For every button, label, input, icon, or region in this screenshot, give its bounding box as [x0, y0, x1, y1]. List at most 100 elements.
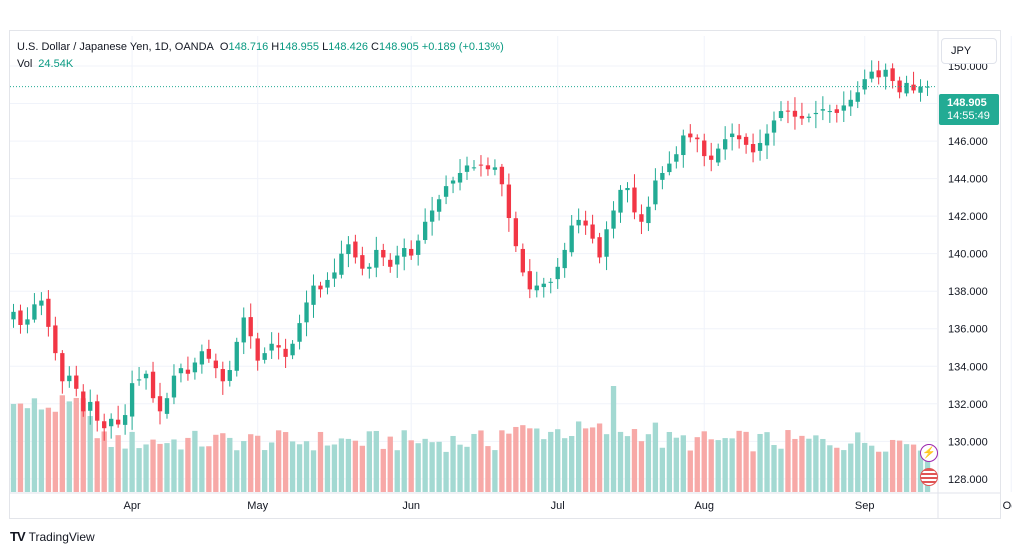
candle-body	[485, 165, 491, 170]
volume-bar	[896, 440, 903, 492]
volume-bar	[108, 446, 114, 492]
volume-bar	[24, 408, 31, 492]
chart-frame[interactable]	[9, 30, 1001, 519]
y-tick-label: 128.000	[948, 474, 988, 486]
volume-bar	[882, 451, 889, 492]
candle-body	[360, 255, 365, 269]
volume-bar	[631, 429, 638, 492]
volume-bar	[638, 441, 645, 492]
volume-bar	[548, 431, 554, 492]
volume-bar	[645, 434, 652, 492]
candle-body	[409, 248, 414, 256]
candle-body	[911, 84, 916, 91]
candle-body	[904, 82, 909, 94]
candle-body	[213, 360, 218, 369]
volume-bar	[827, 445, 833, 492]
volume-bar	[575, 421, 582, 492]
candle-body	[164, 398, 170, 414]
candle-body	[639, 214, 644, 222]
candle-body	[590, 224, 595, 239]
x-tick-label: Oct	[1003, 500, 1012, 512]
volume-bar	[45, 407, 52, 492]
volume-bar	[799, 435, 805, 492]
volume-bar	[520, 425, 526, 492]
candle-body	[555, 266, 560, 280]
volume-bar	[115, 435, 121, 492]
volume-bar	[338, 438, 345, 492]
volume-bar	[862, 442, 868, 492]
candle-body	[569, 225, 574, 253]
volume-bars	[10, 386, 931, 492]
tradingview-brand[interactable]: TV TradingView	[10, 529, 95, 544]
candle-body	[457, 172, 463, 183]
candle-body	[736, 135, 742, 140]
candle-body	[855, 92, 860, 102]
volume-bar	[820, 438, 826, 492]
volume-bar	[408, 440, 414, 492]
volume-bar	[736, 430, 742, 492]
volume-bar	[569, 436, 575, 492]
volume-bar	[422, 438, 428, 492]
volume-bar	[80, 398, 86, 492]
candle-body	[841, 105, 846, 111]
candle-body	[827, 111, 832, 113]
flash-icon[interactable]: ⚡	[920, 444, 938, 462]
volume-bar	[136, 448, 142, 492]
y-tick-label: 134.000	[948, 361, 988, 373]
high-value: 148.955	[279, 41, 319, 53]
volume-bar	[352, 440, 359, 492]
us-flag-icon[interactable]	[920, 468, 938, 486]
volume-bar	[199, 446, 205, 492]
candle-body	[311, 285, 316, 305]
last-price-label: 148.905 14:55:49	[939, 94, 999, 125]
volume-bar	[157, 443, 163, 492]
candle-body	[743, 136, 749, 145]
candle-body	[185, 369, 191, 374]
volume-bar	[610, 386, 617, 492]
volume-bar	[227, 437, 233, 492]
bar-countdown: 14:55:49	[947, 110, 990, 122]
symbol-title[interactable]: U.S. Dollar / Japanese Yen, 1D, OANDA	[17, 41, 214, 53]
volume-bar	[834, 447, 840, 492]
volume-bar	[743, 431, 749, 492]
y-tick-label: 130.000	[948, 436, 988, 448]
candle-body	[583, 220, 588, 226]
y-tick-label: 136.000	[948, 324, 988, 336]
tradingview-logo-icon: TV	[10, 529, 26, 544]
volume-bar	[101, 431, 107, 492]
candle-body	[136, 379, 142, 381]
candle-body	[32, 304, 37, 320]
candle-body	[290, 343, 295, 356]
axes: 150.000148.000146.000144.000142.000140.0…	[10, 31, 1012, 518]
volume-bar	[52, 411, 59, 492]
candle-body	[667, 163, 672, 173]
volume-bar	[380, 448, 386, 492]
volume-bar	[457, 444, 463, 492]
candle-body	[618, 189, 623, 213]
candle-body	[492, 167, 498, 170]
volume-bar	[241, 441, 247, 492]
volume-bar	[415, 443, 421, 492]
candle-body	[695, 137, 700, 140]
volume-bar	[164, 443, 170, 492]
candle-body	[18, 310, 23, 325]
ohlc-legend: U.S. Dollar / Japanese Yen, 1D, OANDA O14…	[17, 41, 504, 53]
y-tick-label: 142.000	[948, 211, 988, 223]
candle-body	[143, 373, 149, 379]
candle-body	[443, 186, 449, 197]
candle-body	[171, 375, 177, 398]
candle-body	[499, 166, 505, 185]
candle-body	[109, 418, 114, 427]
volume-bar	[31, 398, 38, 492]
candle-body	[548, 281, 553, 283]
candle-body	[81, 391, 86, 412]
volume-bar	[262, 450, 268, 492]
candle-body	[53, 325, 58, 354]
candle-body	[388, 259, 393, 267]
candle-body	[346, 244, 351, 255]
volume-bar	[345, 438, 352, 492]
currency-button[interactable]: JPY	[941, 38, 997, 64]
candle-body	[402, 248, 407, 257]
volume-bar	[73, 397, 79, 492]
